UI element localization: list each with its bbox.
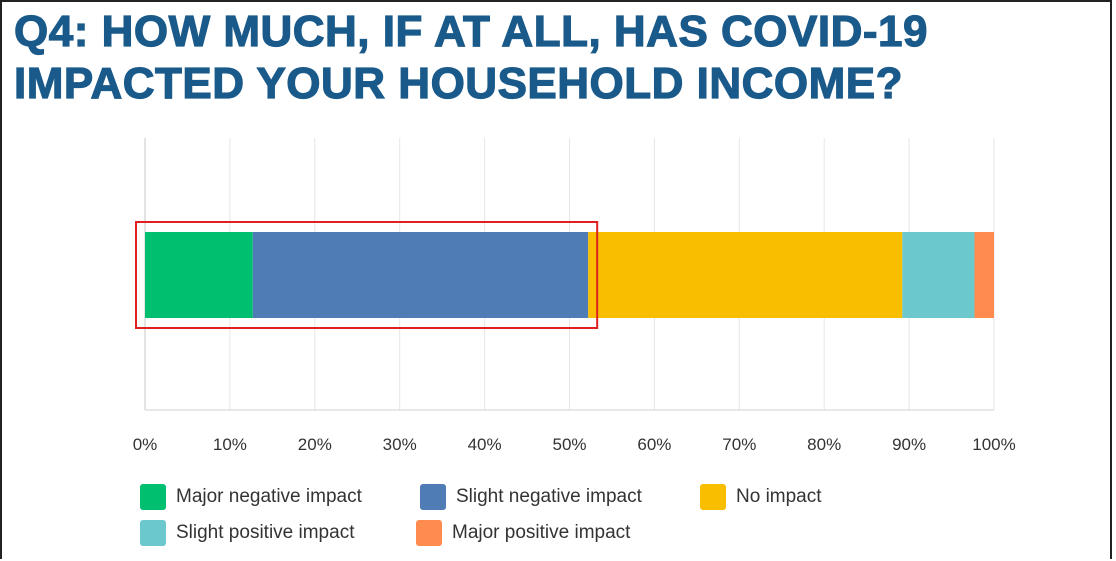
x-tick-label: 70% [722,435,756,454]
bar-segment [252,232,589,318]
x-tick-label: 60% [637,435,671,454]
legend-item: Slight positive impact [140,520,354,546]
legend-swatch [140,484,166,510]
x-tick-label: 0% [133,435,158,454]
title-line-1: Q4: HOW MUCH, IF AT ALL, HAS COVID-19 [13,6,928,56]
legend-item: No impact [700,484,822,510]
legend-item: Major positive impact [416,520,630,546]
legend-label: Slight positive impact [176,522,355,543]
x-tick-label: 100% [972,435,1015,454]
bar-segment [145,232,253,318]
legend-item: Major negative impact [140,484,362,510]
legend-swatch [416,520,442,546]
legend-label: Major positive impact [452,522,631,543]
x-tick-label: 90% [892,435,926,454]
x-tick-label: 40% [468,435,502,454]
title-line-2: IMPACTED YOUR HOUSEHOLD INCOME? [13,58,904,108]
highlight-box [135,221,599,329]
legend-label: No impact [736,486,822,507]
x-tick-label: 20% [298,435,332,454]
x-tick-label: 80% [807,435,841,454]
bar-segment [974,232,994,318]
legend-swatch [700,484,726,510]
x-tick-label: 10% [213,435,247,454]
legend-swatch [420,484,446,510]
legend-swatch [140,520,166,546]
x-tick-label: 30% [383,435,417,454]
legend-label: Slight negative impact [456,486,642,507]
bar-segment [588,232,903,318]
bar-segment [902,232,975,318]
x-tick-label: 50% [552,435,586,454]
legend-label: Major negative impact [176,486,362,507]
legend-item: Slight negative impact [420,484,642,510]
chart-title: Q4: HOW MUCH, IF AT ALL, HAS COVID-19 IM… [13,6,928,110]
